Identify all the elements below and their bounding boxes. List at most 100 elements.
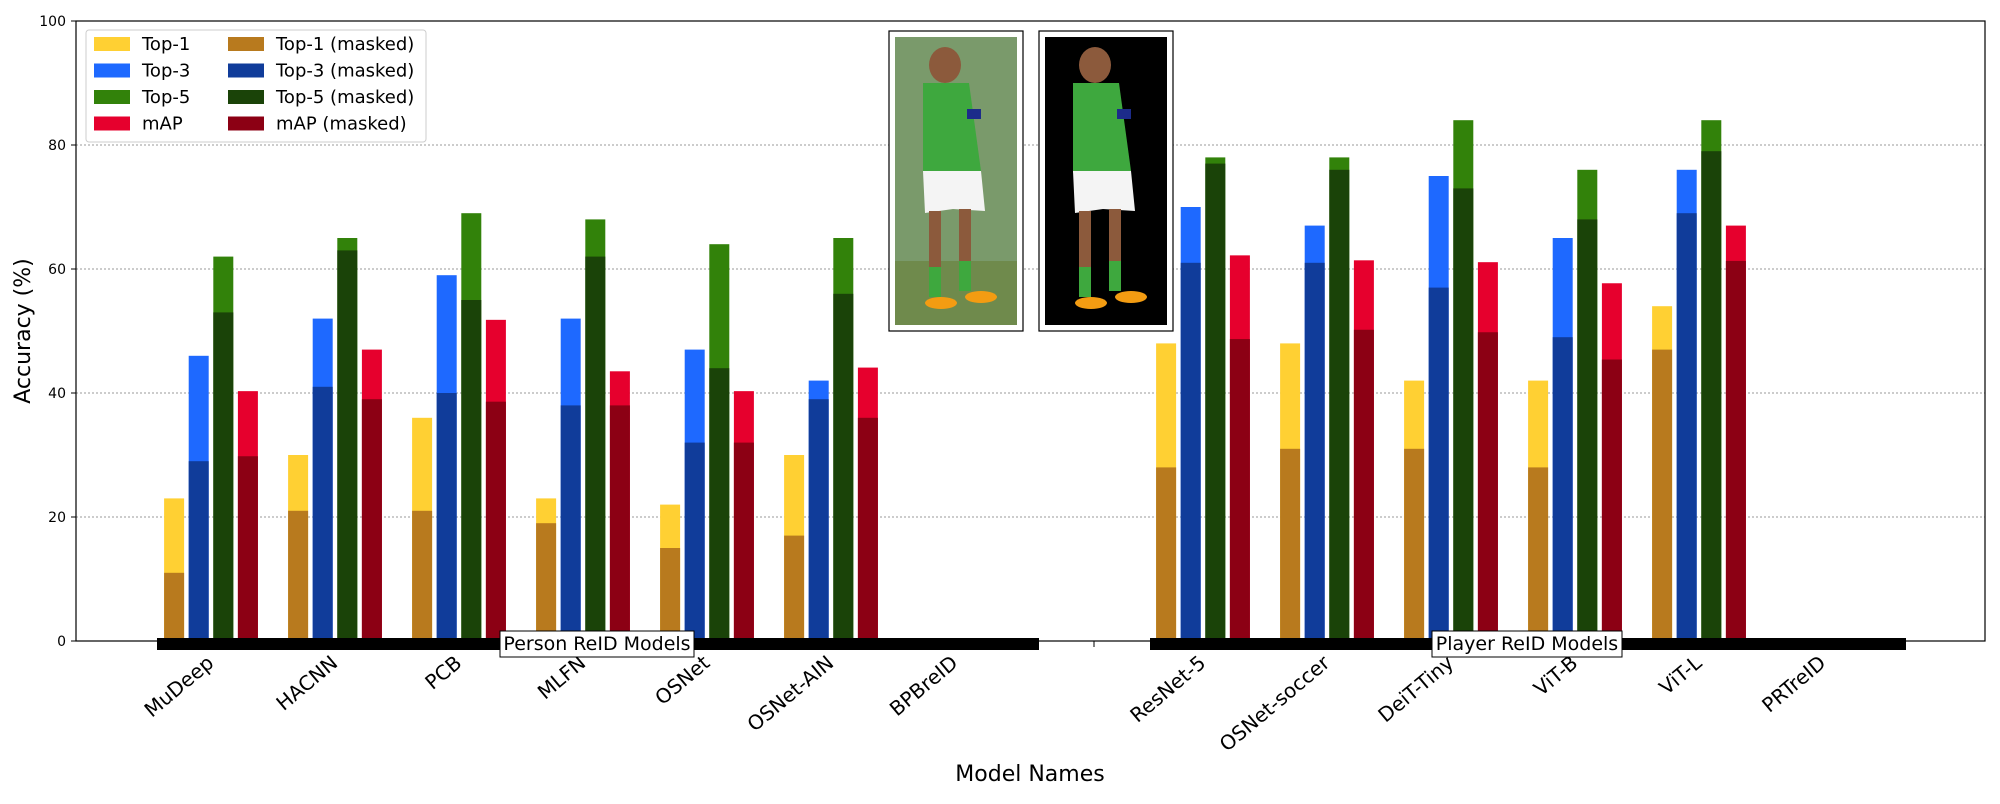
bar-top-1-masked--osnet — [660, 548, 681, 641]
x-tick-label: ViT-L — [1654, 650, 1707, 699]
legend-swatch — [228, 63, 264, 78]
bar-map-masked--pcb — [485, 401, 506, 641]
inset-photo-player-jersey — [923, 83, 981, 173]
x-tick-label: MLFN — [533, 650, 590, 704]
legend-box — [85, 29, 427, 143]
inset-photo-player-grass — [895, 261, 1017, 325]
legend-label: Top-5 (masked) — [275, 87, 414, 108]
inset-photo-player-boot-left — [925, 297, 957, 309]
bar-top-1-masked--pcb — [412, 510, 433, 641]
inset-photo-player-leg-right — [959, 209, 971, 273]
y-axis-title: Accuracy (%) — [11, 258, 36, 404]
inset-photo-player-masked-boot-right — [1115, 291, 1147, 303]
bar-top-1-masked--resnet-5 — [1156, 467, 1177, 641]
legend-label: Top-1 — [141, 34, 190, 55]
group-label-person: Person ReID Models — [503, 633, 690, 655]
bar-map-masked--mudeep — [237, 456, 258, 641]
bar-map-masked--vit-l — [1725, 260, 1746, 641]
legend-label: mAP — [142, 114, 183, 135]
bar-map-masked--vit-b — [1601, 359, 1622, 641]
inset-photo-player-masked-boot-left — [1075, 297, 1107, 309]
inset-photo-player-masked-head — [1079, 47, 1111, 83]
bar-map-masked--resnet-5 — [1229, 339, 1250, 641]
bar-top-5-masked--mudeep — [213, 312, 234, 641]
bar-top-5-masked--osnet-ain — [833, 293, 854, 641]
bar-top-3-masked--vit-b — [1552, 337, 1573, 641]
bar-top-5-masked--deit-tiny — [1453, 188, 1474, 641]
y-tick-label: 20 — [48, 510, 66, 526]
bar-top-1-masked--vit-l — [1652, 349, 1673, 641]
inset-photo-player-masked-sock-left — [1079, 267, 1091, 297]
legend-label: Top-5 — [141, 87, 190, 108]
x-tick-label: OSNet — [650, 650, 714, 709]
y-tick-label: 0 — [57, 634, 66, 650]
bar-top-5-masked--resnet-5 — [1205, 163, 1226, 641]
inset-photo-player-boot-right — [965, 291, 997, 303]
bar-top-3-masked--deit-tiny — [1428, 287, 1449, 641]
inset-photo-player-leg-left — [929, 211, 941, 281]
bar-map-masked--hacnn — [361, 399, 382, 641]
x-tick-label: PCB — [420, 650, 466, 694]
y-tick-label: 40 — [48, 386, 66, 402]
bar-map-masked--osnet-ain — [857, 417, 878, 641]
bar-top-3-masked--osnet-soccer — [1304, 262, 1325, 641]
x-tick-label: ResNet-5 — [1125, 650, 1210, 727]
x-tick-label: HACNN — [271, 650, 342, 715]
bar-top-3-masked--resnet-5 — [1180, 262, 1201, 641]
x-tick-label: BPBreID — [885, 650, 962, 720]
x-tick-label: OSNet-AIN — [742, 650, 838, 736]
bar-top-1-masked--mlfn — [536, 523, 557, 641]
legend-swatch — [94, 90, 130, 104]
x-tick-label: PRTreID — [1757, 650, 1830, 717]
bar-top-5-masked--osnet-soccer — [1329, 169, 1350, 642]
bar-map-masked--mlfn — [609, 405, 630, 641]
inset-photo-player-masked-leg-left — [1079, 211, 1091, 281]
x-axis-title: Model Names — [955, 762, 1104, 787]
bar-top-1-masked--deit-tiny — [1404, 448, 1425, 641]
legend-swatch — [94, 116, 130, 131]
bar-top-3-masked--mudeep — [188, 461, 209, 641]
y-tick-label: 80 — [48, 138, 66, 154]
group-label-box-person — [499, 630, 695, 658]
inset-photo-player-sock-left — [929, 267, 941, 297]
x-tick-label: ViT-B — [1529, 650, 1582, 700]
bar-top-5-masked--vit-b — [1577, 219, 1598, 641]
inset-photo-player-masked-leg-right — [1109, 209, 1121, 273]
bar-top-5-masked--mlfn — [585, 256, 606, 641]
inset-photo-player-masked-jersey — [1073, 83, 1131, 173]
legend-label: Top-3 (masked) — [275, 61, 414, 82]
inset-photo-player-masked-armband — [1117, 109, 1131, 119]
bar-top-1-masked--mudeep — [164, 572, 185, 641]
inset-photo-player-masked-shorts — [1073, 171, 1135, 213]
group-label-box-player — [1431, 630, 1623, 658]
legend-swatch — [94, 37, 130, 51]
x-tick-label: MuDeep — [139, 650, 218, 722]
legend-swatch — [228, 90, 264, 104]
legend-swatch — [228, 37, 264, 51]
bar-top-3-masked--osnet-ain — [808, 399, 829, 641]
x-tick-label: DeiT-Tiny — [1373, 650, 1458, 727]
bar-top-3-masked--mlfn — [560, 405, 581, 641]
bar-top-3-masked--pcb — [436, 393, 457, 641]
inset-photo-player-armband — [967, 109, 981, 119]
legend-label: Top-3 — [141, 61, 190, 82]
inset-photo-player-masked-sock-right — [1109, 261, 1121, 291]
bar-top-1-masked--osnet-ain — [784, 535, 805, 641]
bar-map-masked--osnet-soccer — [1353, 329, 1374, 641]
legend-swatch — [228, 116, 264, 131]
x-tick-label: OSNet-soccer — [1215, 650, 1335, 756]
bar-top-3-masked--osnet — [684, 442, 705, 641]
legend-swatch — [94, 63, 130, 78]
y-tick-label: 60 — [48, 262, 66, 278]
bar-map-masked--osnet — [733, 442, 754, 641]
bar-top-1-masked--osnet-soccer — [1280, 448, 1301, 641]
bar-top-5-masked--hacnn — [337, 250, 358, 641]
bar-top-1-masked--hacnn — [288, 510, 309, 641]
bar-top-3-masked--vit-l — [1676, 213, 1697, 641]
inset-photo-player-shorts — [923, 171, 985, 213]
legend-label: Top-1 (masked) — [275, 34, 414, 55]
y-tick-label: 100 — [39, 14, 66, 30]
bar-top-5-masked--osnet — [709, 368, 730, 641]
bar-map-masked--deit-tiny — [1477, 332, 1498, 641]
